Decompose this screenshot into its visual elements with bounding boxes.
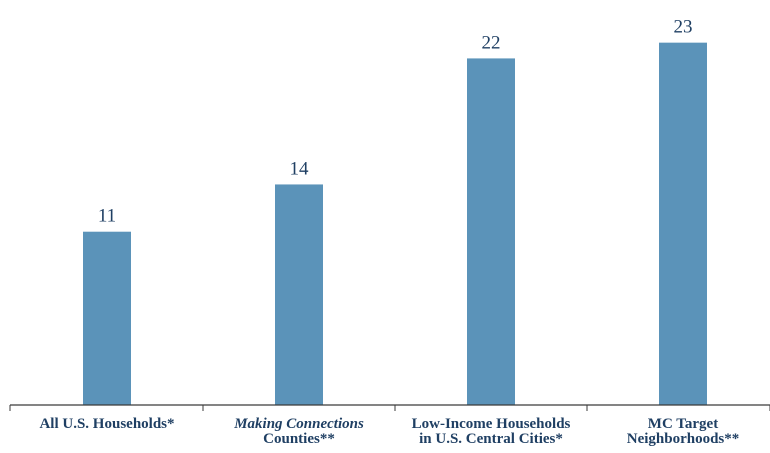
value-label-2: 14	[290, 158, 310, 179]
category-label-4-line-2: Neighborhoods**	[627, 431, 740, 447]
value-labels-group: 11 14 22 23	[98, 17, 693, 227]
x-axis-ticks	[9, 405, 770, 411]
category-label-2-line-2: Counties**	[263, 431, 335, 447]
bar-2	[275, 184, 323, 405]
value-label-4: 23	[674, 17, 693, 38]
value-label-3: 22	[482, 32, 501, 53]
category-label-2: Making Connections Counties**	[233, 416, 364, 447]
category-label-1: All U.S. Households*	[39, 416, 174, 432]
category-label-3-line-1: Low-Income Households	[412, 416, 571, 432]
category-label-4: MC Target Neighborhoods**	[627, 416, 740, 447]
category-labels-group: All U.S. Households* Making Connections Co…	[39, 416, 739, 447]
category-label-3: Low-Income Households in U.S. Central Cit…	[412, 416, 571, 447]
bars-group	[83, 42, 707, 406]
category-label-1-line-1: All U.S. Households*	[39, 416, 174, 432]
bar-1	[83, 231, 131, 405]
value-label-1: 11	[98, 206, 116, 227]
category-label-4-line-1: MC Target	[648, 416, 718, 432]
category-label-2-line-1: Making Connections	[233, 416, 364, 432]
bar-4	[659, 42, 707, 406]
category-label-3-line-2: in U.S. Central Cities*	[419, 431, 563, 447]
bar-3	[467, 58, 515, 406]
